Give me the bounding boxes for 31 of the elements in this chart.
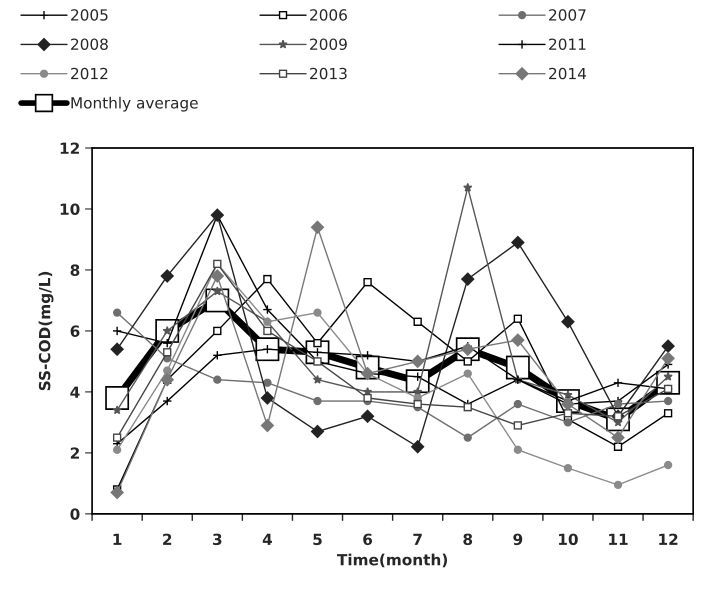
- legend-label: 2012: [71, 68, 108, 80]
- x-axis-title: Time(month): [337, 554, 447, 568]
- y-tick-label: 8: [70, 264, 80, 276]
- x-tick-label: 11: [609, 534, 628, 545]
- legend-label: 2014: [549, 68, 586, 80]
- legend-label: 2007: [549, 9, 586, 21]
- x-tick-label: 1: [114, 534, 122, 545]
- x-tick-label: 5: [313, 534, 322, 546]
- x-tick-label: 12: [659, 534, 678, 545]
- x-tick-label: 7: [413, 534, 422, 545]
- y-axis-title: SS-COD(mg/L): [38, 272, 54, 390]
- legend-label: 2011: [549, 38, 586, 50]
- y-tick-label: 2: [70, 447, 79, 459]
- legend-label: Monthly average: [71, 96, 198, 112]
- y-tick-label: 4: [70, 386, 80, 398]
- legend-label: 2009: [310, 38, 347, 50]
- x-tick-label: 6: [363, 534, 372, 546]
- x-tick-label: 2: [163, 534, 172, 545]
- x-tick-label: 3: [213, 534, 222, 546]
- legend-label: 2013: [310, 68, 347, 80]
- legend-label: 2005: [71, 9, 108, 21]
- y-tick-label: 10: [60, 203, 80, 215]
- y-tick-label: 0: [70, 508, 80, 520]
- x-tick-label: 9: [513, 534, 522, 546]
- y-tick-label: 12: [60, 142, 79, 154]
- legend-label: 2006: [310, 9, 347, 21]
- y-tick-label: 6: [70, 325, 80, 337]
- legend-label: 2008: [71, 38, 108, 50]
- x-tick-label: 4: [262, 534, 272, 545]
- x-tick-label: 8: [463, 534, 472, 546]
- x-tick-label: 10: [559, 534, 578, 546]
